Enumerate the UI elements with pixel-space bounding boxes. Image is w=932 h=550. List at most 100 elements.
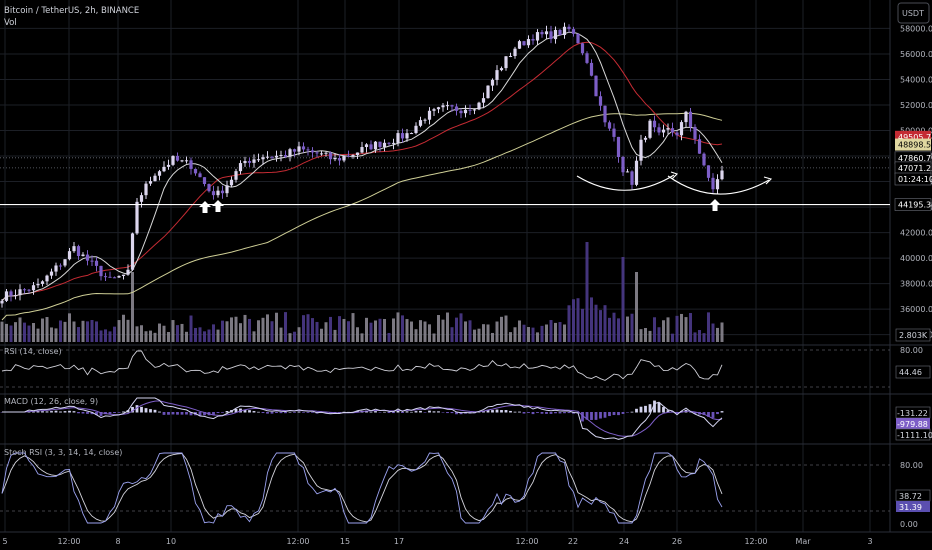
- macd-histogram-bar: [153, 409, 157, 413]
- volume-value: 2.803K: [899, 331, 928, 340]
- volume-bar: [432, 333, 436, 342]
- candle-body: [198, 173, 202, 178]
- candle-body: [355, 152, 360, 155]
- candle-body: [675, 132, 679, 136]
- price-tag: 44195.38: [894, 198, 932, 211]
- volume-bar: [14, 322, 17, 342]
- price-tick-label: 42000.00: [900, 229, 932, 238]
- candle-body: [711, 177, 715, 190]
- candle-body: [531, 39, 535, 41]
- volume-bar: [302, 315, 305, 342]
- volume-bar: [27, 325, 31, 342]
- volume-bar: [140, 325, 143, 342]
- macd-histogram-bar: [180, 412, 184, 415]
- volume-bar: [324, 322, 328, 342]
- volume-bar: [482, 324, 485, 342]
- candle-body: [225, 185, 229, 194]
- volume-bar: [297, 327, 301, 342]
- volume-bars: [0, 242, 724, 342]
- candle-body: [567, 26, 571, 30]
- candle-body: [85, 254, 90, 261]
- volume-bar: [486, 324, 490, 342]
- volume-bar: [608, 317, 611, 342]
- macd-histogram-bar: [720, 411, 724, 413]
- macd-histogram-bar: [113, 412, 116, 413]
- volume-bar: [126, 319, 130, 342]
- candle-body: [481, 98, 486, 103]
- candle-body: [657, 127, 661, 133]
- macd-histogram-bar: [662, 407, 665, 413]
- candle-body: [63, 259, 67, 266]
- volume-bar: [225, 321, 229, 342]
- macd-histogram-bar: [212, 412, 215, 415]
- price-tag-label: 48898.54: [898, 141, 932, 150]
- volume-bar: [360, 333, 364, 342]
- macd-histogram-bar: [185, 412, 188, 415]
- candle-body: [342, 155, 346, 161]
- volume-bar: [711, 323, 715, 342]
- candle-body: [27, 289, 31, 291]
- stoch-value-1: 38.72: [899, 492, 922, 501]
- candle-body: [693, 126, 697, 140]
- currency-button[interactable]: USDT: [897, 2, 930, 24]
- volume-bar: [576, 298, 580, 342]
- candle-body: [288, 149, 292, 157]
- macd-histogram-bar: [216, 412, 220, 414]
- candle-body: [261, 157, 265, 160]
- candle-body: [715, 179, 720, 190]
- candle-body: [180, 160, 184, 162]
- volume-bar: [194, 327, 197, 342]
- volume-bar: [176, 325, 179, 342]
- volume-bar: [441, 319, 445, 342]
- volume-bar: [311, 318, 314, 342]
- candle-body: [351, 154, 355, 157]
- candle-body: [135, 201, 139, 234]
- macd-histogram-bar: [324, 412, 328, 414]
- candle-body: [328, 152, 333, 160]
- macd-tag-2: -979.88: [896, 418, 930, 429]
- volume-bar: [5, 323, 8, 342]
- price-tag-label: 01:24:10: [898, 175, 932, 184]
- macd-histogram-bar: [707, 412, 710, 417]
- curve-arc: [667, 175, 770, 195]
- candle-body: [229, 179, 234, 186]
- macd-histogram-bar: [585, 412, 589, 420]
- macd-histogram-bar: [608, 412, 611, 417]
- stoch-tick-0: 0.00: [900, 520, 918, 529]
- price-tag: 47071.25: [894, 161, 932, 175]
- macd-histogram-bar: [396, 410, 400, 413]
- candle-body: [324, 152, 328, 154]
- macd-histogram-bar: [392, 412, 395, 414]
- volume-bar: [50, 327, 53, 342]
- time-tick-label: 10: [166, 537, 176, 546]
- grid: [0, 0, 932, 533]
- volume-bar: [401, 315, 404, 342]
- volume-bar: [536, 332, 539, 342]
- macd-histogram-bar: [243, 409, 247, 413]
- candle-body: [238, 163, 243, 172]
- candle-body: [0, 300, 4, 304]
- price-tag-box: [894, 172, 932, 186]
- candle-body: [630, 171, 634, 185]
- volume-bar: [9, 325, 13, 342]
- candle-body: [441, 105, 445, 108]
- macd-histogram-bar: [297, 411, 301, 413]
- candle-body: [364, 144, 369, 148]
- volume-bar: [315, 321, 319, 342]
- macd-histogram-bar: [131, 406, 134, 413]
- volume-bar: [527, 327, 530, 342]
- macd-histogram-bar: [306, 412, 310, 413]
- volume-bar: [365, 317, 368, 342]
- volume-bar: [108, 331, 112, 342]
- price-tick-label: 40000.00: [900, 254, 932, 263]
- candle-body: [13, 295, 18, 297]
- volume-bar: [684, 317, 688, 342]
- macd-histogram-bar: [81, 412, 85, 414]
- candle-body: [427, 110, 432, 120]
- candle-body: [310, 150, 315, 153]
- price-tick-label: 58000.00: [900, 24, 932, 33]
- macd-histogram-bar: [500, 410, 503, 413]
- candle-body: [292, 149, 297, 152]
- volume-bar: [450, 327, 454, 342]
